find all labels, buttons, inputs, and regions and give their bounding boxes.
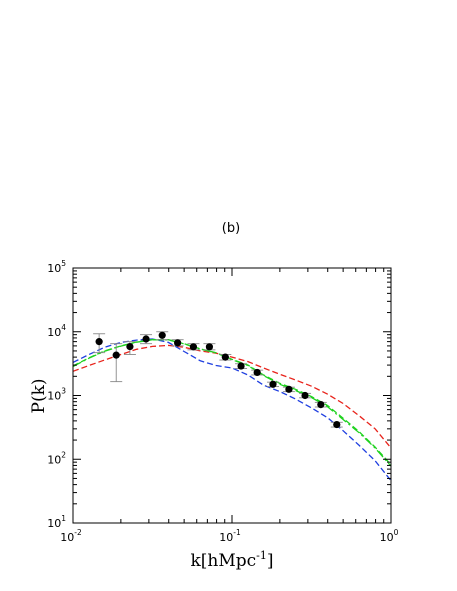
ticks-layer: 10-2 10-1 100 101 102 103 104 105: [47, 259, 398, 544]
data-point: [282, 385, 295, 393]
y-tick-label: 105: [47, 259, 66, 275]
y-tick-label: 104: [47, 323, 66, 339]
point-marker: [189, 343, 198, 351]
data-point: [235, 362, 248, 370]
point-marker: [285, 385, 293, 393]
point-marker: [333, 420, 341, 429]
point-marker: [269, 380, 277, 388]
data-point: [156, 331, 169, 341]
point-marker: [112, 351, 120, 359]
point-marker: [158, 331, 166, 339]
data-point: [140, 334, 153, 345]
y-tick-label: 102: [47, 450, 66, 466]
series-line-3: [72, 339, 392, 466]
data-point: [203, 343, 216, 351]
point-marker: [301, 391, 309, 400]
data-points-layer: [93, 331, 343, 429]
data-point: [314, 400, 327, 409]
panel-label: (b): [222, 221, 240, 236]
data-point: [330, 420, 343, 429]
series-layer: [72, 338, 392, 482]
x-axis-title-exponent: -1: [256, 549, 267, 562]
point-marker: [317, 400, 325, 409]
x-tick-label: 100: [380, 528, 399, 544]
series-line-1: [72, 344, 392, 449]
data-point: [299, 391, 312, 400]
point-marker: [142, 335, 150, 343]
point-marker: [95, 338, 103, 346]
data-point: [251, 368, 264, 377]
data-point: [266, 380, 279, 388]
x-axis-title-base: k[hMpc: [190, 551, 256, 571]
y-tick-label: 101: [47, 514, 66, 530]
y-axis-title: P(k): [29, 378, 49, 413]
data-point: [171, 339, 184, 347]
x-tick-label: 10-1: [219, 528, 241, 544]
point-marker: [174, 339, 182, 347]
point-marker: [126, 342, 134, 351]
point-marker: [221, 353, 229, 361]
data-point: [123, 341, 136, 355]
data-point: [110, 343, 123, 383]
series-line-4: [72, 339, 392, 467]
x-axis-title: k[hMpc-1]: [190, 549, 273, 571]
series-line-2: [72, 338, 392, 482]
point-marker: [237, 362, 245, 370]
point-marker: [253, 368, 261, 377]
plot-frame: [72, 267, 392, 524]
data-point: [187, 343, 200, 351]
y-tick-label: 103: [47, 387, 66, 403]
x-axis-title-close: ]: [267, 551, 274, 571]
data-point: [93, 333, 106, 354]
x-tick-label: 10-2: [60, 528, 82, 544]
point-marker: [205, 343, 214, 351]
data-point: [219, 353, 232, 361]
